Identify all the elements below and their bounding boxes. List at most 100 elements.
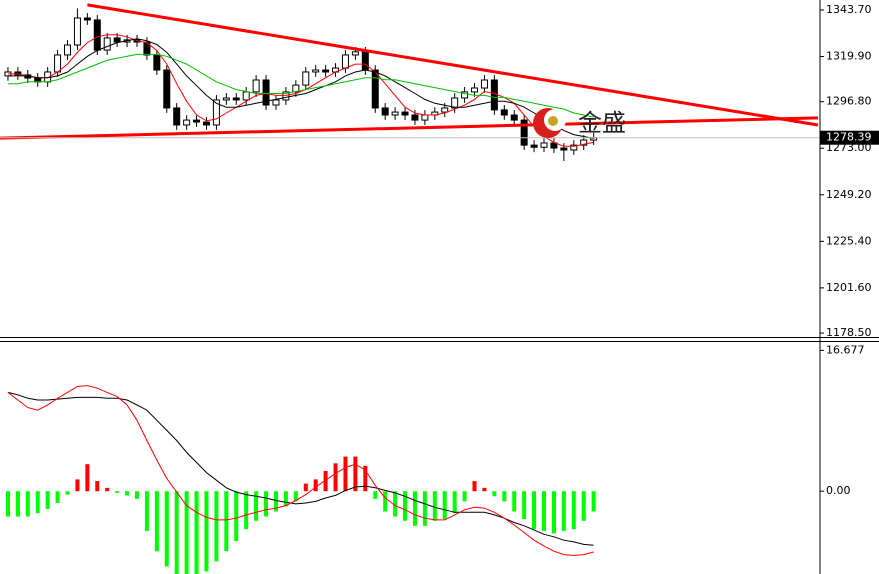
candle-body bbox=[451, 97, 459, 109]
histogram-bar bbox=[5, 491, 10, 517]
histogram-bar bbox=[561, 491, 566, 531]
histogram-bar bbox=[313, 479, 318, 492]
watermark: 金盛 bbox=[533, 108, 626, 138]
trend-line bbox=[87, 3, 819, 127]
candle-body bbox=[570, 144, 578, 151]
candle-body bbox=[262, 79, 270, 106]
candle-body bbox=[391, 111, 399, 116]
candle-body bbox=[232, 97, 240, 101]
histogram-bar bbox=[393, 491, 398, 517]
histogram-bar bbox=[184, 491, 189, 574]
y-tick-label: 1225.40 bbox=[826, 234, 872, 247]
histogram-bar bbox=[273, 491, 278, 512]
candle-body bbox=[461, 91, 469, 99]
candle-body bbox=[103, 37, 111, 51]
trend-line bbox=[0, 116, 819, 140]
candle-body bbox=[361, 51, 369, 71]
candle-body bbox=[73, 17, 81, 46]
indicator-line bbox=[7, 385, 594, 556]
histogram-bar bbox=[363, 465, 368, 492]
candle-body bbox=[282, 91, 290, 101]
candle-body bbox=[421, 114, 429, 121]
candle-body bbox=[401, 111, 409, 116]
histogram-bar bbox=[283, 491, 288, 507]
histogram-bar bbox=[432, 491, 437, 521]
y-tick-label: 1201.60 bbox=[826, 281, 872, 294]
candle-body bbox=[193, 119, 201, 123]
histogram-bar bbox=[482, 487, 487, 492]
candle-body bbox=[381, 107, 389, 116]
indicator-line bbox=[7, 391, 594, 546]
candle-body bbox=[54, 54, 62, 73]
histogram-bar bbox=[35, 491, 40, 514]
candle-body bbox=[163, 69, 171, 109]
histogram-bar bbox=[154, 491, 159, 552]
histogram-bar bbox=[194, 491, 199, 574]
candle-body bbox=[411, 114, 419, 121]
histogram-bar bbox=[442, 491, 447, 520]
y-tick-label: 1249.20 bbox=[826, 188, 872, 201]
histogram-bar bbox=[303, 483, 308, 492]
histogram-bar bbox=[204, 491, 209, 572]
histogram-bar bbox=[115, 491, 120, 493]
candle-body bbox=[480, 79, 488, 89]
histogram-bar bbox=[125, 491, 130, 496]
last-price-label: 1278.39 bbox=[826, 131, 872, 144]
y-tick-label: 1296.80 bbox=[826, 95, 872, 108]
moving-average-line bbox=[7, 38, 594, 139]
histogram-bar bbox=[571, 491, 576, 530]
histogram-bar bbox=[512, 491, 517, 512]
histogram-bar bbox=[591, 491, 596, 512]
candle-body bbox=[500, 109, 508, 116]
histogram-bar bbox=[422, 491, 427, 526]
candle-body bbox=[272, 99, 280, 106]
y-tick-label: 1343.70 bbox=[826, 3, 872, 16]
histogram-bar bbox=[105, 487, 110, 492]
histogram-bar bbox=[25, 491, 30, 517]
candle-body bbox=[183, 119, 191, 126]
histogram-bar bbox=[343, 456, 348, 492]
moving-average-line bbox=[7, 34, 594, 147]
candle-body bbox=[341, 54, 349, 69]
candle-body bbox=[490, 79, 498, 111]
histogram-bar bbox=[403, 491, 408, 521]
candle-body bbox=[222, 97, 230, 101]
candle-body bbox=[302, 71, 310, 86]
macd-panel bbox=[5, 385, 596, 574]
histogram-bar bbox=[95, 481, 100, 492]
histogram-bar bbox=[65, 491, 70, 495]
candle-body bbox=[153, 54, 161, 71]
histogram-bar bbox=[85, 464, 90, 492]
histogram-bar bbox=[75, 479, 80, 492]
histogram-bar bbox=[55, 491, 60, 504]
histogram-bar bbox=[353, 456, 358, 492]
moving-average-line bbox=[7, 53, 594, 118]
candle-body bbox=[351, 51, 359, 56]
histogram-bar bbox=[45, 491, 50, 509]
candle-body bbox=[371, 69, 379, 109]
candle-body bbox=[560, 147, 568, 151]
candle-body bbox=[441, 107, 449, 113]
histogram-bar bbox=[383, 491, 388, 512]
histogram-bar bbox=[412, 491, 417, 526]
histogram-bar bbox=[333, 463, 338, 492]
histogram-bar bbox=[492, 491, 497, 497]
candle-body bbox=[580, 139, 588, 146]
histogram-bar bbox=[532, 491, 537, 530]
candle-body bbox=[143, 41, 151, 56]
histogram-bar bbox=[472, 481, 477, 492]
histogram-bar bbox=[452, 491, 457, 514]
histogram-bar bbox=[134, 491, 139, 499]
histogram-bar bbox=[581, 491, 586, 521]
candle-body bbox=[242, 91, 250, 101]
candle-body bbox=[93, 19, 101, 51]
y-tick-label: 1178.50 bbox=[826, 326, 872, 339]
candle-body bbox=[540, 142, 548, 148]
histogram-bar bbox=[214, 491, 219, 562]
y-tick-label: 16.677 bbox=[826, 343, 865, 356]
last-price-box bbox=[820, 130, 879, 145]
